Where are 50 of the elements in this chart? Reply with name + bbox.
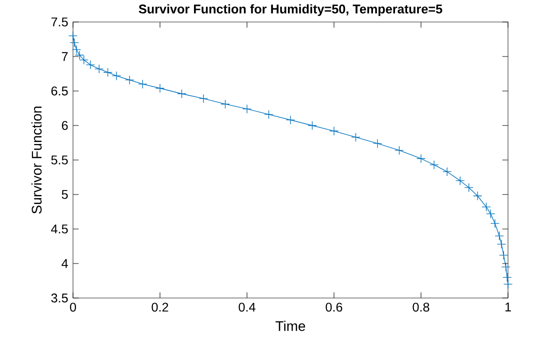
point — [177, 89, 186, 98]
point — [490, 218, 500, 228]
y-tick-label: 5.5 — [51, 156, 68, 164]
x-tick-label: 1 — [505, 302, 511, 312]
x-tick-label: 0 — [70, 302, 76, 312]
y-tick-label: 4 — [62, 259, 68, 268]
point — [112, 71, 122, 80]
point — [442, 167, 452, 176]
point — [501, 262, 510, 272]
y-tick-label: 7.5 — [51, 18, 68, 26]
point — [124, 75, 134, 85]
point — [155, 84, 165, 93]
point — [198, 94, 208, 104]
x-tick-label: 0.6 — [326, 302, 342, 312]
point — [394, 146, 404, 155]
point — [503, 280, 513, 289]
point — [220, 100, 230, 109]
point — [416, 154, 426, 164]
point — [464, 183, 474, 192]
y-tick-label: 5 — [62, 190, 68, 199]
point — [242, 104, 252, 114]
y-tick-label: 4.5 — [51, 224, 68, 234]
point — [329, 126, 339, 136]
point — [308, 120, 317, 130]
point — [494, 231, 504, 240]
y-axis-title: Survivor Function — [31, 106, 42, 214]
point — [264, 110, 274, 120]
point — [286, 115, 296, 125]
point — [103, 68, 112, 77]
x-tick-label: 0.8 — [412, 302, 430, 312]
x-tick-label: 0.4 — [238, 302, 256, 312]
point — [429, 160, 439, 170]
point — [351, 132, 360, 142]
point — [372, 138, 382, 148]
point — [502, 272, 512, 282]
y-tick-label: 6 — [62, 121, 68, 130]
point — [138, 80, 148, 89]
point — [70, 38, 79, 48]
x-tick-label: 0.2 — [152, 302, 168, 312]
x-axis-title: Time — [276, 320, 306, 331]
point — [496, 240, 506, 249]
point — [499, 250, 508, 260]
point — [94, 64, 104, 74]
chart-title: Survivor Function for Humidity=50, Temperature=5 — [138, 4, 442, 16]
point — [68, 31, 78, 40]
point — [456, 176, 465, 186]
y-tick-label: 7 — [62, 52, 68, 61]
point — [472, 191, 482, 200]
y-tick-label: 6.5 — [51, 86, 68, 96]
y-tick-label: 3.5 — [51, 294, 68, 302]
